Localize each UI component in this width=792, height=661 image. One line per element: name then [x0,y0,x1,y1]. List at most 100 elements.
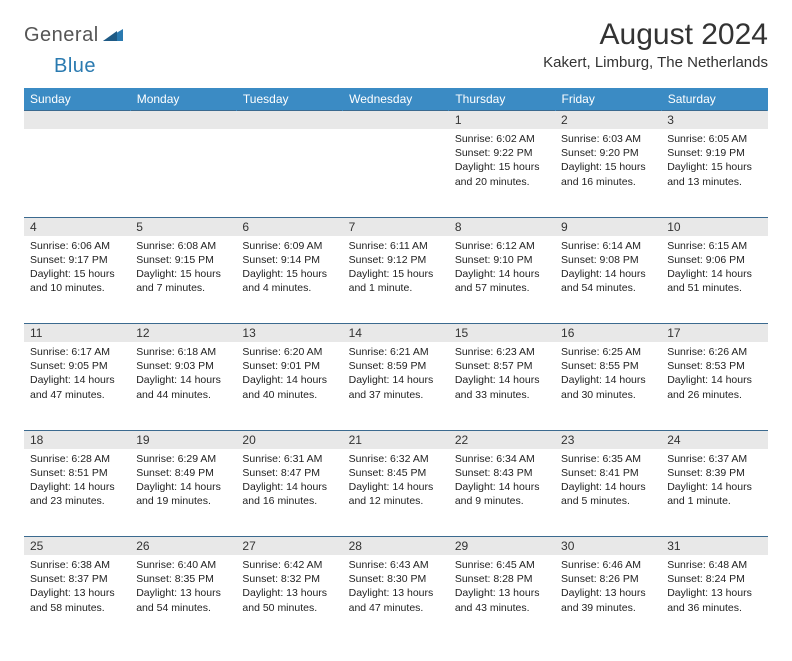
calendar-table: SundayMondayTuesdayWednesdayThursdayFrid… [24,88,768,643]
daylight-line: Daylight: 14 hours and 54 minutes. [561,267,655,295]
day-details: Sunrise: 6:42 AMSunset: 8:32 PMDaylight:… [236,555,342,621]
sunrise-line: Sunrise: 6:29 AM [136,452,230,466]
day-number: 9 [555,217,661,236]
day-number: 29 [449,537,555,556]
sunset-line: Sunset: 8:53 PM [667,359,761,373]
day-number: 10 [661,217,767,236]
day-number: 28 [343,537,449,556]
day-details: Sunrise: 6:37 AMSunset: 8:39 PMDaylight:… [661,449,767,515]
empty-cell [236,129,342,217]
day-details: Sunrise: 6:45 AMSunset: 8:28 PMDaylight:… [449,555,555,621]
sunrise-line: Sunrise: 6:38 AM [30,558,124,572]
daylight-line: Daylight: 15 hours and 7 minutes. [136,267,230,295]
sunrise-line: Sunrise: 6:48 AM [667,558,761,572]
day-cell: Sunrise: 6:43 AMSunset: 8:30 PMDaylight:… [343,555,449,643]
day-cell: Sunrise: 6:28 AMSunset: 8:51 PMDaylight:… [24,449,130,537]
weekday-thursday: Thursday [449,88,555,111]
sunset-line: Sunset: 9:15 PM [136,253,230,267]
week-row: Sunrise: 6:17 AMSunset: 9:05 PMDaylight:… [24,342,768,430]
daylight-line: Daylight: 13 hours and 54 minutes. [136,586,230,614]
day-cell: Sunrise: 6:35 AMSunset: 8:41 PMDaylight:… [555,449,661,537]
daylight-line: Daylight: 14 hours and 9 minutes. [455,480,549,508]
day-number: 21 [343,430,449,449]
sunset-line: Sunset: 9:17 PM [30,253,124,267]
day-cell: Sunrise: 6:06 AMSunset: 9:17 PMDaylight:… [24,236,130,324]
daylight-line: Daylight: 15 hours and 10 minutes. [30,267,124,295]
day-cell: Sunrise: 6:45 AMSunset: 8:28 PMDaylight:… [449,555,555,643]
daynum-row: 45678910 [24,217,768,236]
day-number: 16 [555,324,661,343]
sunrise-line: Sunrise: 6:40 AM [136,558,230,572]
sunset-line: Sunset: 8:28 PM [455,572,549,586]
month-title: August 2024 [543,18,768,52]
day-details: Sunrise: 6:08 AMSunset: 9:15 PMDaylight:… [130,236,236,302]
location-text: Kakert, Limburg, The Netherlands [543,54,768,71]
daylight-line: Daylight: 14 hours and 16 minutes. [242,480,336,508]
sunset-line: Sunset: 8:45 PM [349,466,443,480]
weekday-saturday: Saturday [661,88,767,111]
day-details: Sunrise: 6:12 AMSunset: 9:10 PMDaylight:… [449,236,555,302]
day-number: 13 [236,324,342,343]
calendar-page: General August 2024 Kakert, Limburg, The… [0,0,792,661]
week-row: Sunrise: 6:28 AMSunset: 8:51 PMDaylight:… [24,449,768,537]
daynum-row: 18192021222324 [24,430,768,449]
daylight-line: Daylight: 14 hours and 12 minutes. [349,480,443,508]
sunset-line: Sunset: 8:51 PM [30,466,124,480]
sunset-line: Sunset: 8:41 PM [561,466,655,480]
sunset-line: Sunset: 9:08 PM [561,253,655,267]
daylight-line: Daylight: 13 hours and 47 minutes. [349,586,443,614]
sunrise-line: Sunrise: 6:20 AM [242,345,336,359]
empty-daynum [343,111,449,130]
sunset-line: Sunset: 9:14 PM [242,253,336,267]
week-row: Sunrise: 6:06 AMSunset: 9:17 PMDaylight:… [24,236,768,324]
weekday-row: SundayMondayTuesdayWednesdayThursdayFrid… [24,88,768,111]
day-number: 12 [130,324,236,343]
day-cell: Sunrise: 6:25 AMSunset: 8:55 PMDaylight:… [555,342,661,430]
day-number: 25 [24,537,130,556]
day-details: Sunrise: 6:02 AMSunset: 9:22 PMDaylight:… [449,129,555,195]
weekday-friday: Friday [555,88,661,111]
day-number: 4 [24,217,130,236]
sunrise-line: Sunrise: 6:08 AM [136,239,230,253]
day-cell: Sunrise: 6:31 AMSunset: 8:47 PMDaylight:… [236,449,342,537]
day-cell: Sunrise: 6:32 AMSunset: 8:45 PMDaylight:… [343,449,449,537]
day-details: Sunrise: 6:06 AMSunset: 9:17 PMDaylight:… [24,236,130,302]
sunrise-line: Sunrise: 6:25 AM [561,345,655,359]
day-details: Sunrise: 6:17 AMSunset: 9:05 PMDaylight:… [24,342,130,408]
sunset-line: Sunset: 8:43 PM [455,466,549,480]
day-details: Sunrise: 6:40 AMSunset: 8:35 PMDaylight:… [130,555,236,621]
daylight-line: Daylight: 14 hours and 37 minutes. [349,373,443,401]
brand-part2: Blue [54,55,96,77]
sunrise-line: Sunrise: 6:11 AM [349,239,443,253]
day-details: Sunrise: 6:46 AMSunset: 8:26 PMDaylight:… [555,555,661,621]
day-details: Sunrise: 6:28 AMSunset: 8:51 PMDaylight:… [24,449,130,515]
day-details: Sunrise: 6:20 AMSunset: 9:01 PMDaylight:… [236,342,342,408]
daynum-row: 123 [24,111,768,130]
sunset-line: Sunset: 8:39 PM [667,466,761,480]
sunrise-line: Sunrise: 6:26 AM [667,345,761,359]
daylight-line: Daylight: 14 hours and 44 minutes. [136,373,230,401]
empty-cell [343,129,449,217]
day-cell: Sunrise: 6:34 AMSunset: 8:43 PMDaylight:… [449,449,555,537]
weekday-monday: Monday [130,88,236,111]
sunrise-line: Sunrise: 6:05 AM [667,132,761,146]
day-details: Sunrise: 6:43 AMSunset: 8:30 PMDaylight:… [343,555,449,621]
day-number: 1 [449,111,555,130]
daylight-line: Daylight: 13 hours and 58 minutes. [30,586,124,614]
sunset-line: Sunset: 8:47 PM [242,466,336,480]
daylight-line: Daylight: 15 hours and 20 minutes. [455,160,549,188]
day-cell: Sunrise: 6:26 AMSunset: 8:53 PMDaylight:… [661,342,767,430]
day-details: Sunrise: 6:09 AMSunset: 9:14 PMDaylight:… [236,236,342,302]
daylight-line: Daylight: 14 hours and 19 minutes. [136,480,230,508]
sunrise-line: Sunrise: 6:14 AM [561,239,655,253]
week-row: Sunrise: 6:02 AMSunset: 9:22 PMDaylight:… [24,129,768,217]
sunrise-line: Sunrise: 6:42 AM [242,558,336,572]
daylight-line: Daylight: 14 hours and 23 minutes. [30,480,124,508]
sunrise-line: Sunrise: 6:12 AM [455,239,549,253]
sunrise-line: Sunrise: 6:34 AM [455,452,549,466]
sunset-line: Sunset: 9:06 PM [667,253,761,267]
daylight-line: Daylight: 13 hours and 43 minutes. [455,586,549,614]
daylight-line: Daylight: 14 hours and 5 minutes. [561,480,655,508]
day-details: Sunrise: 6:21 AMSunset: 8:59 PMDaylight:… [343,342,449,408]
sunrise-line: Sunrise: 6:37 AM [667,452,761,466]
